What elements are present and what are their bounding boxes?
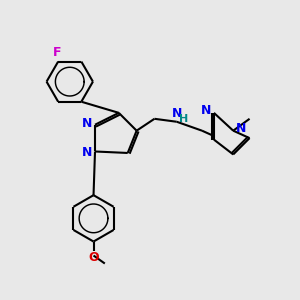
Text: H: H: [179, 114, 188, 124]
Text: N: N: [236, 122, 247, 135]
Text: N: N: [200, 104, 211, 117]
Text: N: N: [82, 146, 92, 159]
Text: F: F: [52, 46, 61, 59]
Text: N: N: [172, 107, 182, 120]
Text: N: N: [82, 117, 92, 130]
Text: O: O: [88, 251, 99, 264]
